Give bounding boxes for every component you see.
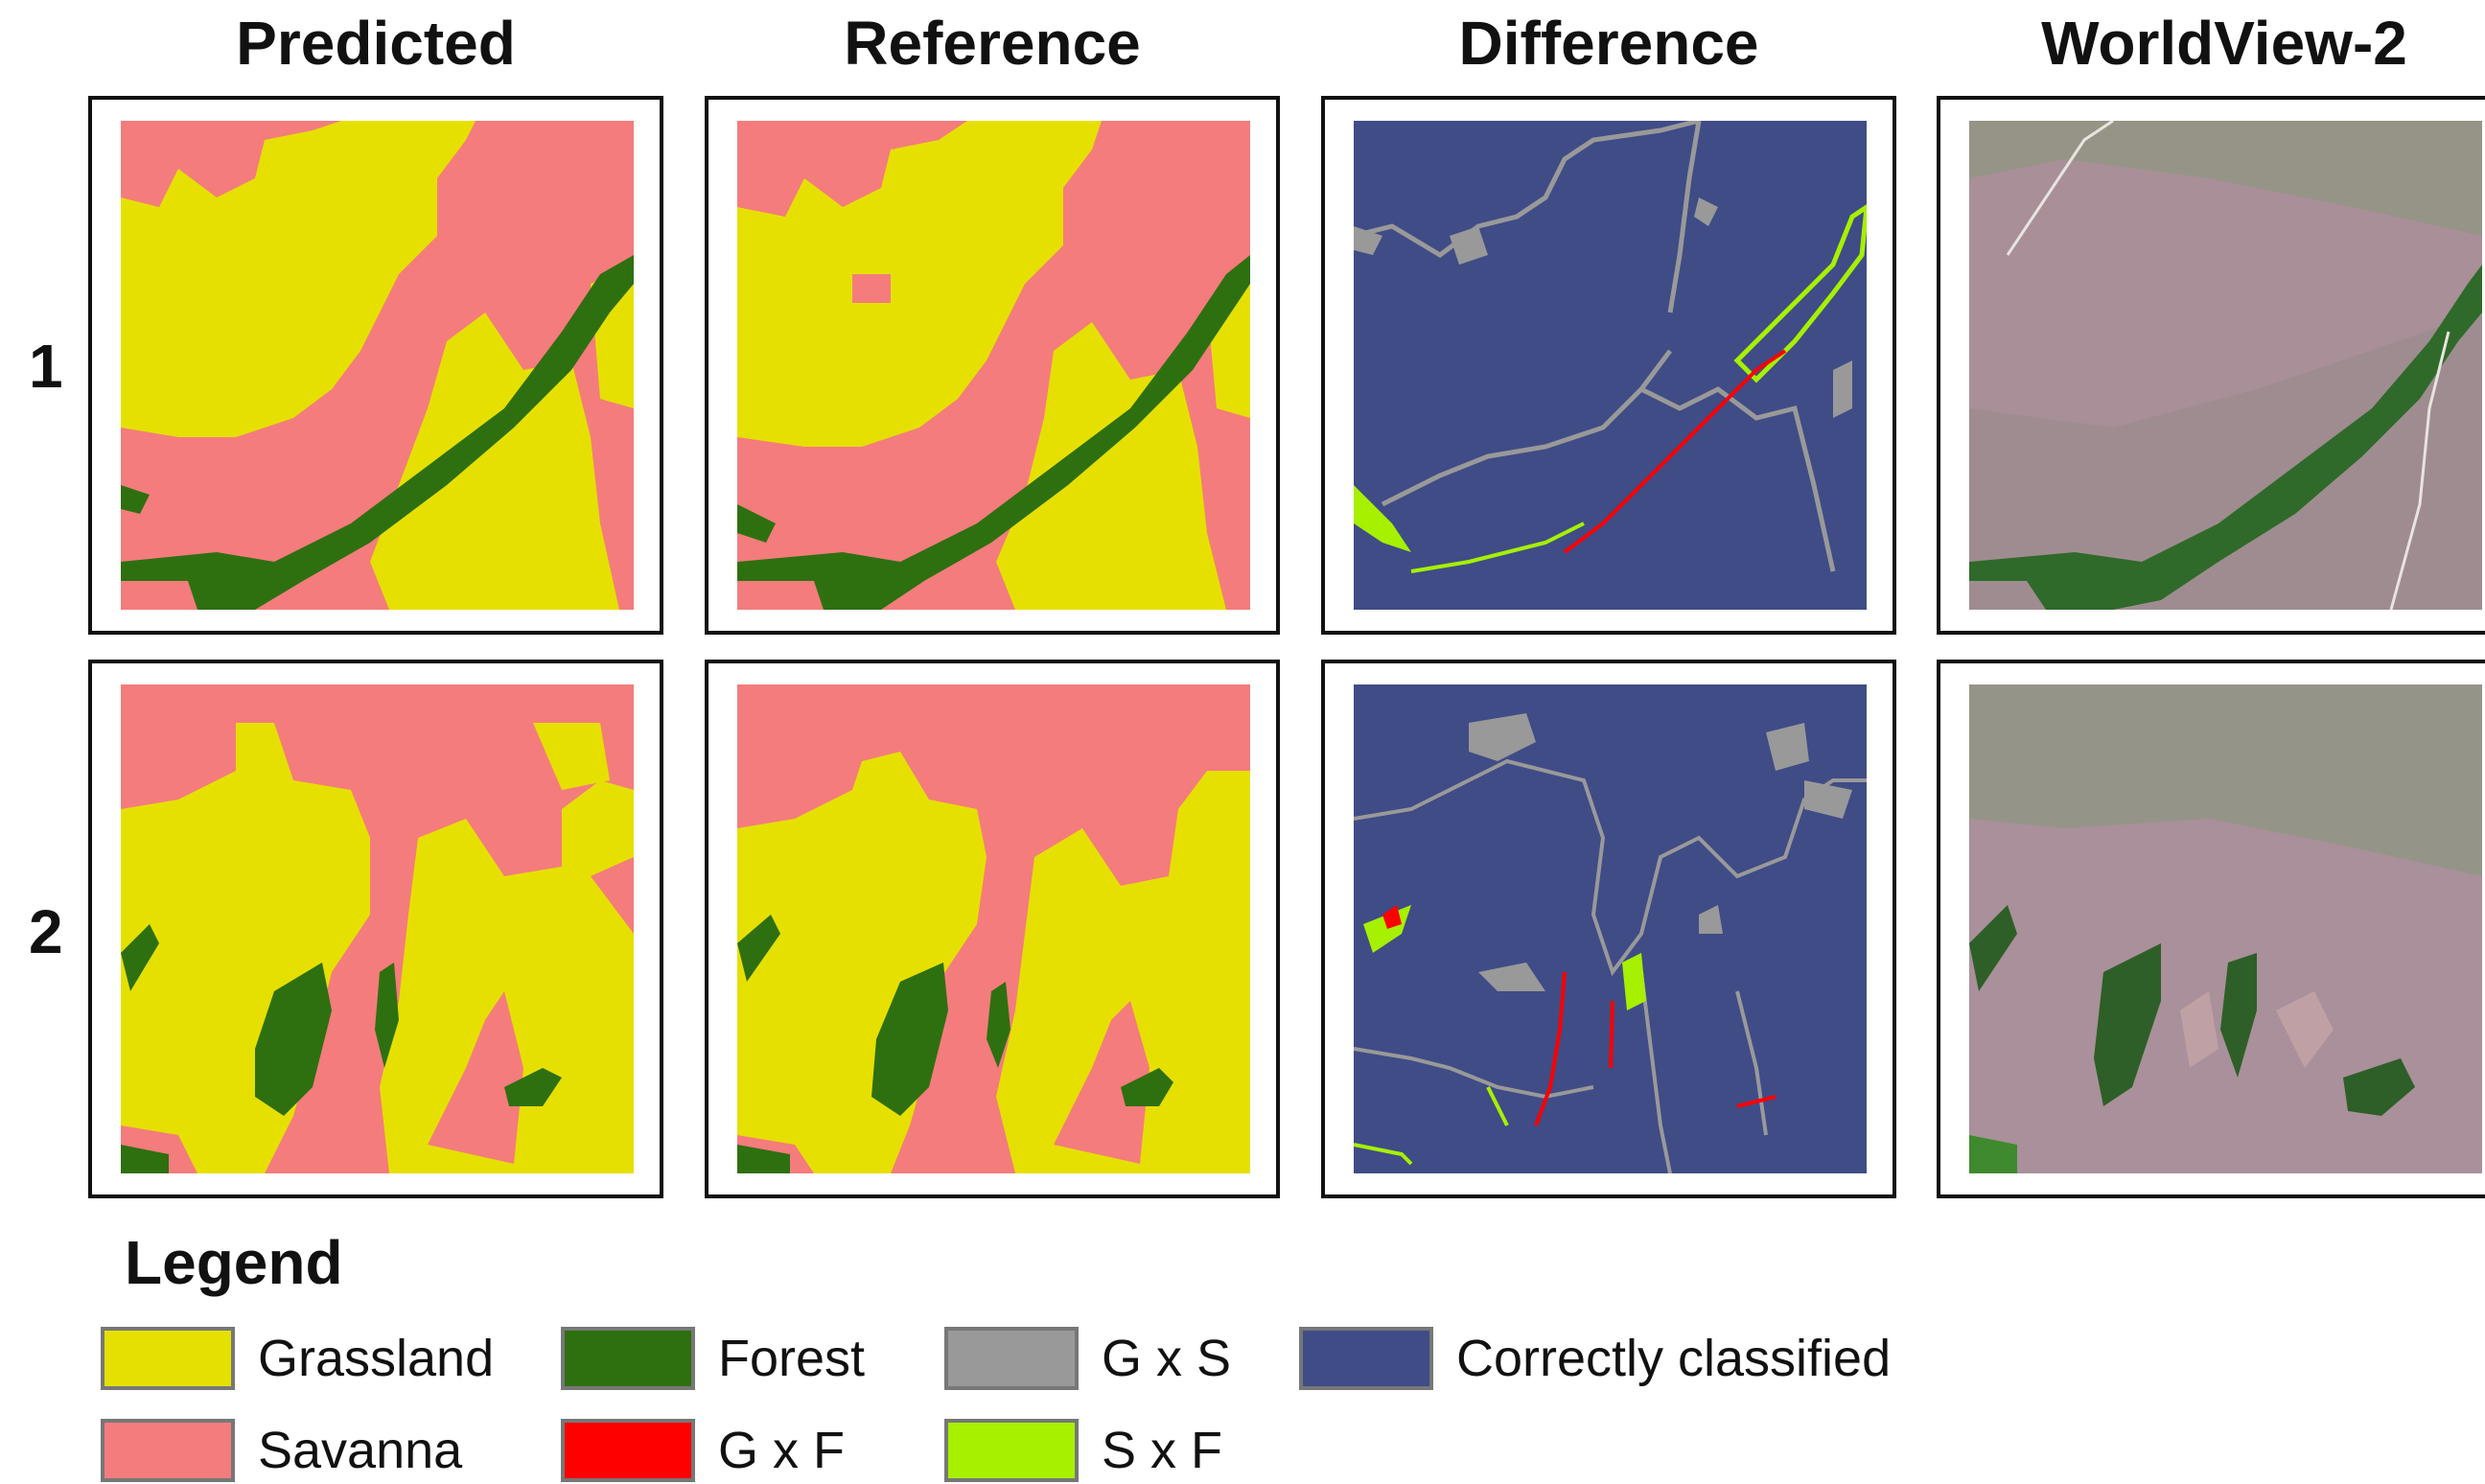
panel-row2-reference bbox=[705, 660, 1280, 1198]
legend-swatch-grassland bbox=[101, 1327, 235, 1390]
satellite-row2 bbox=[1969, 684, 2482, 1173]
panel-row2-difference bbox=[1321, 660, 1896, 1198]
legend-title: Legend bbox=[125, 1228, 343, 1297]
legend-item-sxf: S x F bbox=[944, 1417, 1222, 1484]
legend-swatch-sxf bbox=[944, 1419, 1079, 1482]
map-row2-predicted bbox=[121, 684, 634, 1173]
legend-swatch-gxf bbox=[561, 1419, 695, 1482]
map-row2-difference bbox=[1354, 684, 1867, 1173]
legend-label-gxf: G x F bbox=[718, 1422, 845, 1479]
legend-label-grassland: Grassland bbox=[258, 1330, 495, 1387]
column-title-reference: Reference bbox=[844, 9, 1141, 78]
satellite-row1 bbox=[1969, 121, 2482, 610]
legend-item-correct: Correctly classified bbox=[1299, 1325, 1891, 1392]
legend-label-correct: Correctly classified bbox=[1456, 1330, 1892, 1387]
column-title-worldview: WorldView-2 bbox=[2041, 9, 2407, 78]
legend-swatch-forest bbox=[561, 1327, 695, 1390]
row-label-1: 1 bbox=[29, 332, 63, 401]
legend-label-forest: Forest bbox=[718, 1330, 866, 1387]
legend-item-grassland: Grassland bbox=[101, 1325, 494, 1392]
legend-label-sxf: S x F bbox=[1102, 1422, 1223, 1479]
map-row1-reference bbox=[737, 121, 1250, 610]
column-title-difference: Difference bbox=[1458, 9, 1759, 78]
panel-row1-difference bbox=[1321, 96, 1896, 635]
legend-item-gxs: G x S bbox=[944, 1325, 1231, 1392]
panel-row1-reference bbox=[705, 96, 1280, 635]
panel-row1-predicted bbox=[88, 96, 663, 635]
legend-swatch-correct bbox=[1299, 1327, 1433, 1390]
column-title-predicted: Predicted bbox=[236, 9, 516, 78]
map-row1-difference bbox=[1354, 121, 1867, 610]
row-label-2: 2 bbox=[29, 897, 63, 966]
legend-label-gxs: G x S bbox=[1102, 1330, 1232, 1387]
legend-item-gxf: G x F bbox=[561, 1417, 845, 1484]
panel-row2-worldview bbox=[1937, 660, 2485, 1198]
legend-item-savanna: Savanna bbox=[101, 1417, 462, 1484]
panel-row2-predicted bbox=[88, 660, 663, 1198]
map-row2-reference bbox=[737, 684, 1250, 1173]
legend-swatch-savanna bbox=[101, 1419, 235, 1482]
panel-row1-worldview bbox=[1937, 96, 2485, 635]
legend-label-savanna: Savanna bbox=[258, 1422, 463, 1479]
legend-swatch-gxs bbox=[944, 1327, 1079, 1390]
legend-item-forest: Forest bbox=[561, 1325, 865, 1392]
map-row1-predicted bbox=[121, 121, 634, 610]
